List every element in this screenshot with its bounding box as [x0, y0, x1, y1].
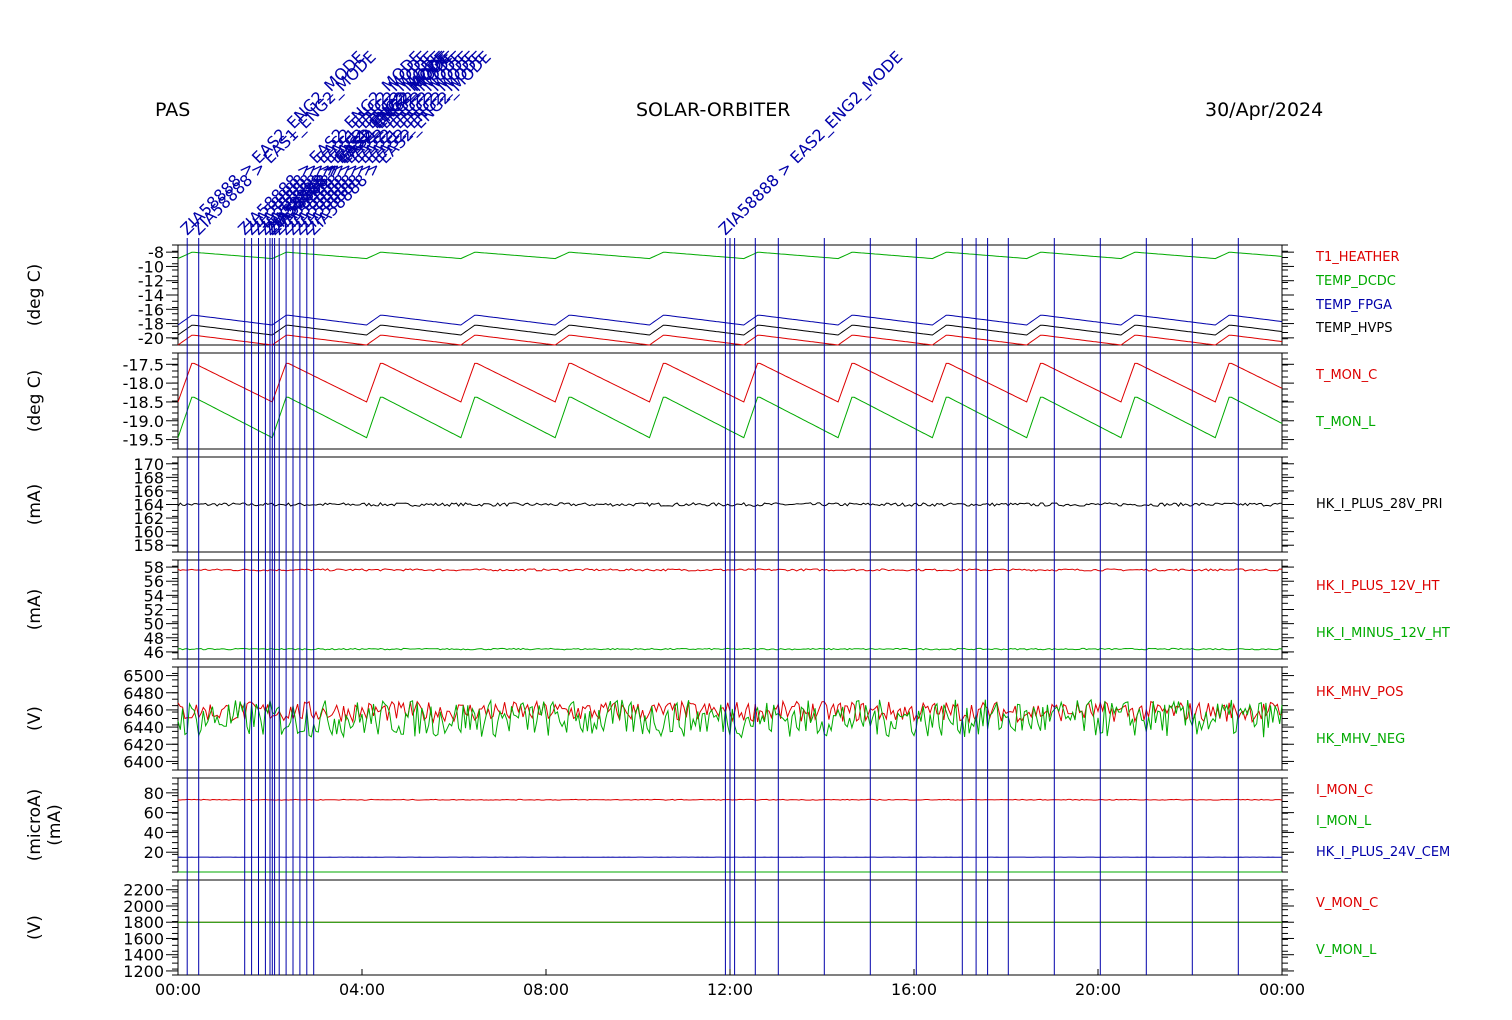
y-axis-label: (deg C): [25, 370, 45, 433]
y-axis-label-2: (mA): [45, 804, 65, 845]
legend-label: HK_I_PLUS_24V_CEM: [1316, 845, 1450, 860]
y-tick-label: -14: [138, 286, 164, 305]
y-tick-label: 164: [133, 496, 164, 515]
y-tick-label: 60: [144, 804, 164, 823]
y-tick-label: 54: [144, 586, 164, 605]
y-tick-label: 40: [144, 823, 164, 842]
y-tick-label: 6460: [123, 701, 164, 720]
y-tick-label: -16: [138, 300, 164, 319]
y-tick-label: 2000: [123, 897, 164, 916]
y-tick-label: 166: [133, 482, 164, 501]
y-tick-label: -12: [138, 272, 164, 291]
y-tick-label: 52: [144, 601, 164, 620]
y-tick-label: 6500: [123, 667, 164, 686]
panel-2: -17.5-18.0-18.5-19.0-19.5 (deg C) T_MON_C T…: [25, 352, 1377, 450]
x-tick-label: 00:00: [155, 980, 201, 999]
y-tick-label: 6480: [123, 684, 164, 703]
legend-label: I_MON_C: [1316, 783, 1373, 798]
y-tick-label: 1800: [123, 913, 164, 932]
plot-panels: -8-10-12-14-16-18-20 (deg C) T1_HEATHER TEM…: [25, 243, 1450, 981]
y-tick-label: -19.5: [123, 431, 164, 450]
y-tick-label: 6440: [123, 718, 164, 737]
legend-label: T1_HEATHER: [1315, 250, 1400, 265]
legend-label: T_MON_C: [1315, 368, 1377, 383]
y-tick-label: -18.5: [123, 393, 164, 412]
y-tick-label: 160: [133, 523, 164, 542]
legend-label: HK_MHV_NEG: [1316, 732, 1405, 747]
x-tick-label: 08:00: [523, 980, 569, 999]
y-tick-label: 80: [144, 784, 164, 803]
x-tick-label: 20:00: [1075, 980, 1121, 999]
y-tick-label: 158: [133, 536, 164, 555]
y-tick-label: 58: [144, 558, 164, 577]
y-tick-label: 48: [144, 629, 164, 648]
y-axis-label: (microA): [25, 789, 45, 862]
x-tick-label: 00:00: [1259, 980, 1305, 999]
y-axis-label: (mA): [25, 589, 45, 630]
legend-label: V_MON_L: [1316, 943, 1377, 958]
y-tick-label: 168: [133, 468, 164, 487]
x-tick-label: 12:00: [707, 980, 753, 999]
legend-label: HK_I_MINUS_12V_HT: [1316, 626, 1450, 641]
legend-label: HK_MHV_POS: [1316, 685, 1404, 700]
mission-title: SOLAR-ORBITER: [636, 99, 790, 121]
y-axis-label: (mA): [25, 484, 45, 525]
y-tick-label: 170: [133, 455, 164, 474]
y-tick-label: -18.0: [123, 374, 164, 393]
legend-label: HK_I_PLUS_28V_PRI: [1316, 497, 1442, 512]
legend-label: V_MON_C: [1316, 896, 1378, 911]
y-tick-label: 56: [144, 572, 164, 591]
panel-1: -8-10-12-14-16-18-20 (deg C) T1_HEATHER TEM…: [25, 243, 1400, 348]
date-label: 30/Apr/2024: [1205, 99, 1323, 121]
y-tick-label: 20: [144, 843, 164, 862]
y-tick-label: -18: [138, 315, 164, 334]
y-tick-label: -19.0: [123, 412, 164, 431]
y-tick-label: 2200: [123, 881, 164, 900]
y-tick-label: 6400: [123, 752, 164, 771]
instrument-label: PAS: [155, 99, 190, 121]
event-label: ZIA58888 > EAS2_ENG2_MODE: [715, 47, 907, 239]
x-tick-label: 04:00: [339, 980, 385, 999]
y-tick-label: -20: [138, 329, 164, 348]
legend-label: T_MON_L: [1315, 415, 1376, 430]
legend-label: HK_I_PLUS_12V_HT: [1316, 579, 1440, 594]
y-tick-label: -10: [138, 257, 164, 276]
legend-label: TEMP_DCDC: [1315, 274, 1396, 289]
y-tick-label: -8: [148, 243, 164, 262]
y-tick-label: 1400: [123, 946, 164, 965]
y-tick-label: 162: [133, 509, 164, 528]
legend-label: I_MON_L: [1316, 814, 1372, 829]
legend-label: TEMP_HVPS: [1315, 321, 1392, 336]
y-axis-label: (V): [25, 915, 45, 940]
y-tick-label: 50: [144, 615, 164, 634]
y-tick-label: -17.5: [123, 355, 164, 374]
y-axis-label: (V): [25, 706, 45, 731]
y-tick-label: 1600: [123, 929, 164, 948]
y-tick-label: 6420: [123, 735, 164, 754]
y-tick-label: 46: [144, 643, 164, 662]
x-tick-label: 16:00: [891, 980, 937, 999]
time-axis: 00:00 04:00 08:00 12:00 16:00 20:00 00:00: [155, 969, 1305, 999]
y-tick-label: 1200: [123, 962, 164, 981]
y-axis-label: (deg C): [25, 264, 45, 327]
legend-label: TEMP_FPGA: [1315, 298, 1392, 313]
